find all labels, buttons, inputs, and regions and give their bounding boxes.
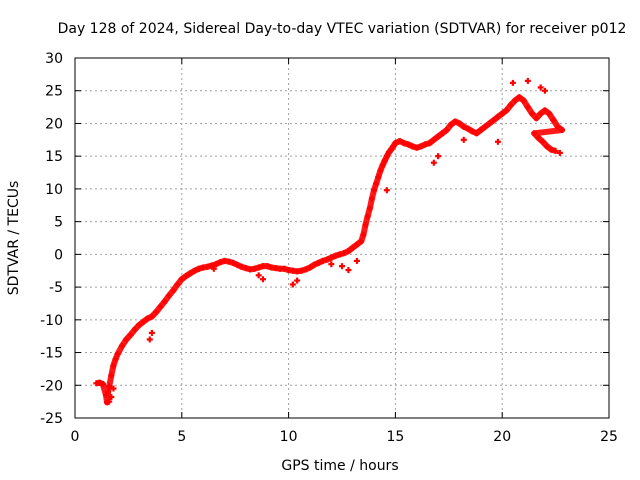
y-tick-label: -15: [40, 346, 63, 362]
data-series: [93, 77, 566, 406]
data-point: [353, 257, 360, 264]
tick-labels: 0 5 10 15 20 25 -25 -20 -15 -10 -5 0 5 10 15 20 25 30: [40, 51, 618, 445]
x-axis-label: GPS time / hours: [281, 458, 398, 474]
y-tick-label: 30: [45, 51, 63, 67]
data-band: [95, 94, 565, 406]
y-tick-label: -20: [40, 378, 63, 394]
data-point: [148, 329, 155, 336]
x-tick-label: 10: [280, 429, 298, 445]
x-tick-label: 5: [177, 429, 186, 445]
data-point: [339, 263, 345, 270]
y-tick-label: 20: [45, 116, 63, 132]
data-point: [345, 267, 352, 274]
data-point: [328, 261, 335, 268]
x-tick-label: 0: [71, 429, 80, 445]
chart-title: Day 128 of 2024, Sidereal Day-to-day VTE…: [58, 21, 627, 37]
x-tick-label: 25: [600, 429, 618, 445]
data-point: [524, 77, 531, 84]
data-point: [537, 84, 544, 91]
data-point: [435, 153, 442, 160]
plot-frame: [74, 57, 610, 419]
grid: [75, 58, 609, 418]
x-tick-label: 20: [493, 429, 511, 445]
y-tick-label: -25: [40, 411, 63, 427]
data-point: [494, 138, 501, 145]
y-tick-label: -10: [40, 313, 63, 329]
data-point: [509, 79, 516, 86]
data-point: [289, 281, 296, 288]
data-point: [255, 272, 262, 279]
data-point: [460, 136, 467, 143]
y-tick-label: 25: [45, 84, 63, 100]
y-tick-label: 0: [54, 247, 63, 263]
y-axis-label: SDTVAR / TECUs: [6, 181, 22, 296]
data-point: [541, 87, 548, 94]
data-point: [146, 336, 153, 343]
y-tick-label: 10: [45, 182, 63, 198]
data-point: [294, 277, 301, 284]
x-tick-label: 15: [386, 429, 404, 445]
y-tick-label: -5: [49, 280, 63, 296]
y-tick-label: 5: [54, 215, 63, 231]
data-point: [383, 187, 390, 194]
data-point: [259, 276, 266, 283]
data-point: [430, 159, 437, 166]
data-point: [556, 149, 563, 156]
y-tick-label: 15: [45, 149, 63, 165]
